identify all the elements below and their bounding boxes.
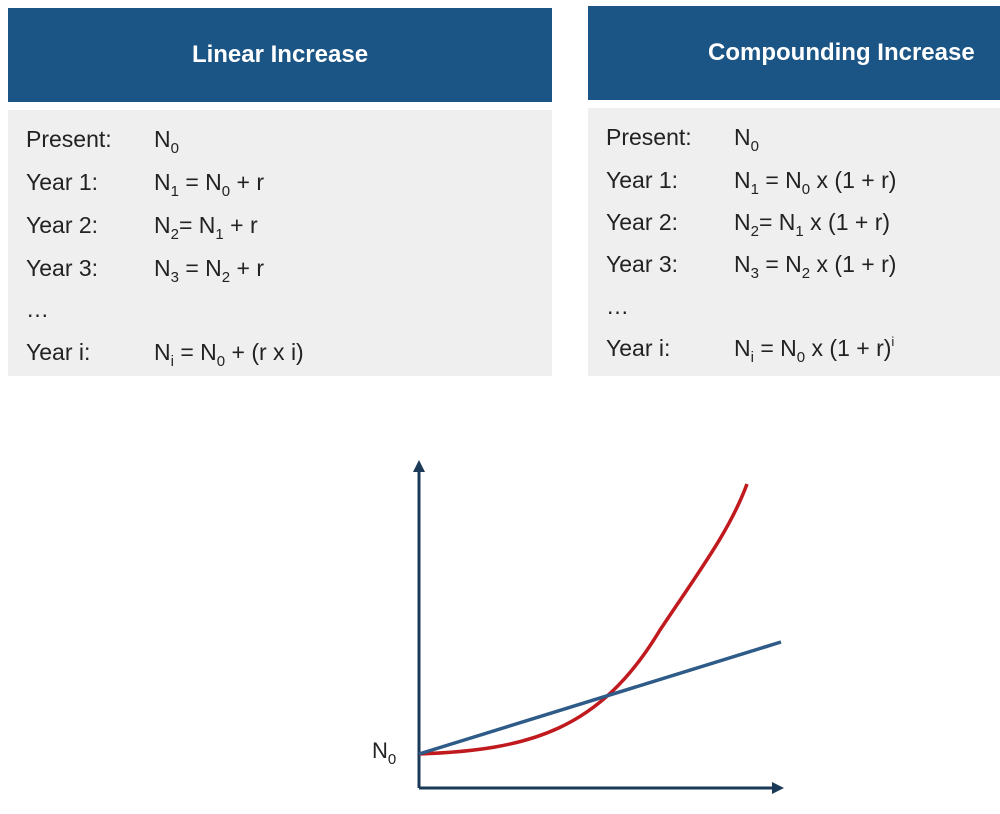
linear-row-formula: N1 = N0 + r	[154, 169, 265, 200]
n0-label-subscript: 0	[387, 751, 397, 768]
compound-row-label: Year 3:	[606, 251, 679, 277]
linear-row-ellipsis: …	[26, 294, 154, 324]
compound-row-label: Present:	[606, 124, 692, 150]
linear-row-label: …	[26, 296, 49, 322]
linear-row-formula: N3 = N2 + r	[154, 255, 265, 286]
linear-row-formula: N0	[154, 126, 179, 157]
linear-row-label: Year i:	[26, 339, 91, 365]
linear-row-year3: Year 3: N3 = N2 + r	[26, 253, 265, 286]
compound-row-formula: N2= N1 x (1 + r)	[734, 209, 891, 240]
linear-row-label: Year 2:	[26, 212, 99, 238]
compound-row-present: Present: N0	[606, 122, 759, 155]
linear-row-present: Present: N0	[26, 124, 179, 157]
compounding-increase-panel: Compounding Increase Present: N0 Year 1: N…	[588, 6, 1000, 376]
compound-row-ellipsis: …	[606, 291, 734, 321]
compounding-curve	[418, 483, 749, 756]
compound-row-year1: Year 1: N1 = N0 x (1 + r)	[606, 165, 897, 198]
linear-row-formula: Ni = N0 + (r x i)	[154, 339, 304, 370]
compound-row-year3: Year 3: N3 = N2 x (1 + r)	[606, 249, 897, 282]
linear-row-formula: N2= N1 + r	[154, 212, 258, 243]
compound-row-label: Year i:	[606, 335, 671, 361]
compound-row-label: Year 2:	[606, 209, 679, 235]
linear-row-label: Year 3:	[26, 255, 99, 281]
linear-row-label: Year 1:	[26, 169, 99, 195]
linear-row-year2: Year 2: N2= N1 + r	[26, 210, 258, 243]
compound-row-formula: N1 = N0 x (1 + r)	[734, 167, 897, 198]
compounding-increase-title: Compounding Increase	[588, 6, 1000, 100]
compounding-increase-body: Present: N0 Year 1: N1 = N0 x (1 + r) Year…	[588, 108, 1000, 376]
compound-row-yeari: Year i: Ni = N0 x (1 + r)i	[606, 333, 895, 366]
linear-row-label: Present:	[26, 126, 112, 152]
linear-row-yeari: Year i: Ni = N0 + (r x i)	[26, 337, 304, 370]
compound-row-formula: Ni = N0 x (1 + r)i	[734, 334, 895, 366]
compound-row-formula: N3 = N2 x (1 + r)	[734, 251, 897, 282]
linear-row-year1: Year 1: N1 = N0 + r	[26, 167, 265, 200]
linear-increase-title: Linear Increase	[8, 8, 552, 102]
compound-row-year2: Year 2: N2= N1 x (1 + r)	[606, 207, 891, 240]
linear-increase-body: Present: N0 Year 1: N1 = N0 + r Year 2: N2=…	[8, 110, 552, 376]
compound-row-label: Year 1:	[606, 167, 679, 193]
linear-increase-panel: Linear Increase Present: N0 Year 1: N1 = N…	[8, 8, 552, 376]
compound-row-label: …	[606, 293, 629, 319]
n0-axis-label: N0	[372, 738, 396, 767]
linear-line	[418, 640, 782, 756]
n0-label-text: N	[372, 738, 388, 763]
growth-comparison-graph	[413, 460, 784, 794]
compound-row-formula: N0	[734, 124, 759, 155]
